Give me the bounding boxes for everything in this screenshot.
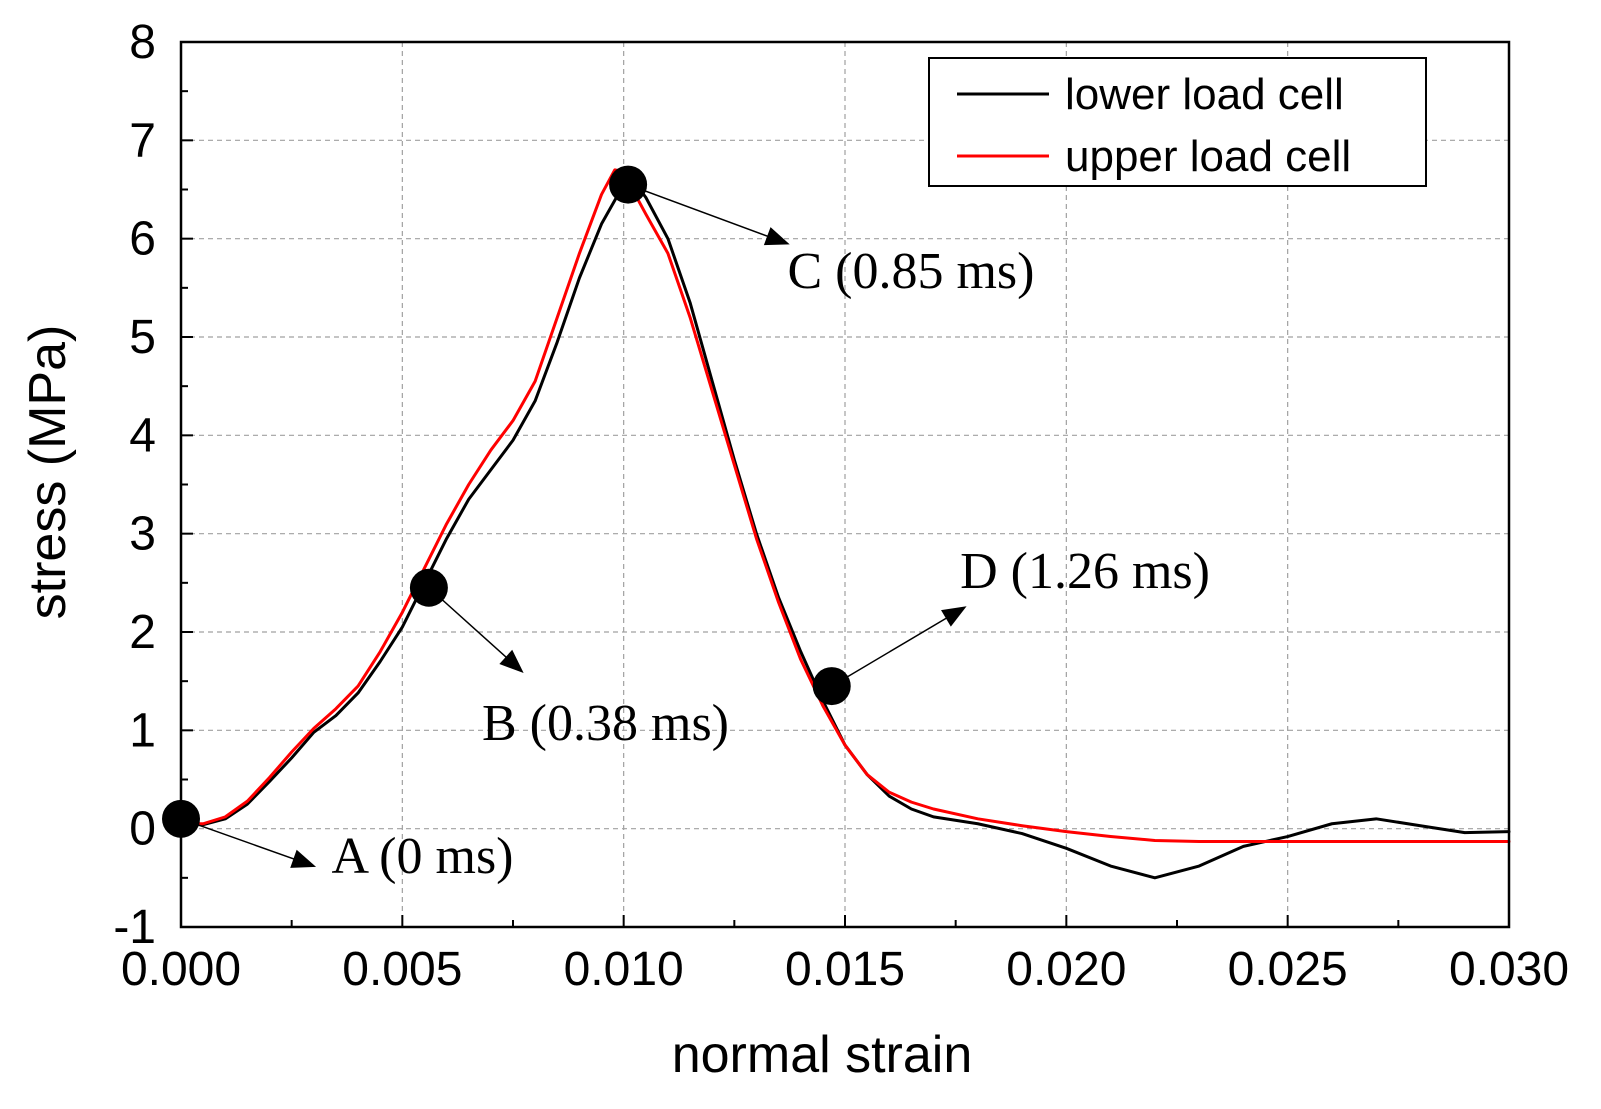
series-line-upper-load-cell [179, 168, 1511, 843]
x-tick-label: 0.020 [1006, 943, 1126, 996]
x-axis-label: normal strain [672, 1026, 973, 1084]
x-tick-label: 0.010 [564, 943, 684, 996]
annotation-label: D (1.26 ms) [960, 543, 1210, 600]
annotation-point-marker [812, 667, 851, 706]
legend: lower load cell upper load cell [928, 57, 1427, 187]
annotation-label: C (0.85 ms) [787, 243, 1034, 300]
annotation-label: A (0 ms) [332, 828, 514, 885]
annotation-arrow [428, 587, 524, 673]
annotation-label: B (0.38 ms) [482, 695, 729, 752]
x-tick-label: 0.015 [785, 943, 905, 996]
y-tick-label: 0 [129, 803, 156, 856]
y-tick-label: 8 [129, 16, 156, 69]
y-tick-label: 6 [129, 213, 156, 266]
annotation-arrow [180, 818, 317, 868]
axis-ticks: 0.000 0.005 0.010 0.015 0.020 0.025 0.030 -1 0 1 2… [113, 16, 1569, 996]
annotations: A (0 ms) B (0.38 ms) C (0.85 ms) D (1.26 ms… [162, 165, 1210, 885]
y-tick-label: 4 [129, 409, 156, 462]
x-tick-label: 0.000 [121, 943, 241, 996]
annotation-arrow [831, 606, 967, 687]
y-tick-label: 7 [129, 114, 156, 167]
y-tick-label: 3 [129, 508, 156, 561]
series-layer [179, 168, 1511, 880]
y-tick-label: 1 [129, 704, 156, 757]
y-axis-label: stress (MPa) [19, 325, 77, 620]
x-tick-label: 0.025 [1228, 943, 1348, 996]
legend-label: upper load cell [1065, 132, 1351, 181]
legend-label: lower load cell [1065, 70, 1344, 119]
x-tick-label: 0.005 [342, 943, 462, 996]
series-line-lower-load-cell [179, 178, 1511, 880]
annotation-point-marker [162, 799, 200, 838]
annotation-point-marker [609, 165, 648, 204]
y-tick-label: -1 [113, 901, 156, 954]
x-tick-label: 0.030 [1449, 943, 1569, 996]
annotation-arrow [627, 183, 790, 246]
y-tick-label: 5 [129, 311, 156, 364]
legend-box [928, 57, 1427, 187]
annotation-point-marker [409, 568, 448, 607]
y-tick-label: 2 [129, 606, 156, 659]
